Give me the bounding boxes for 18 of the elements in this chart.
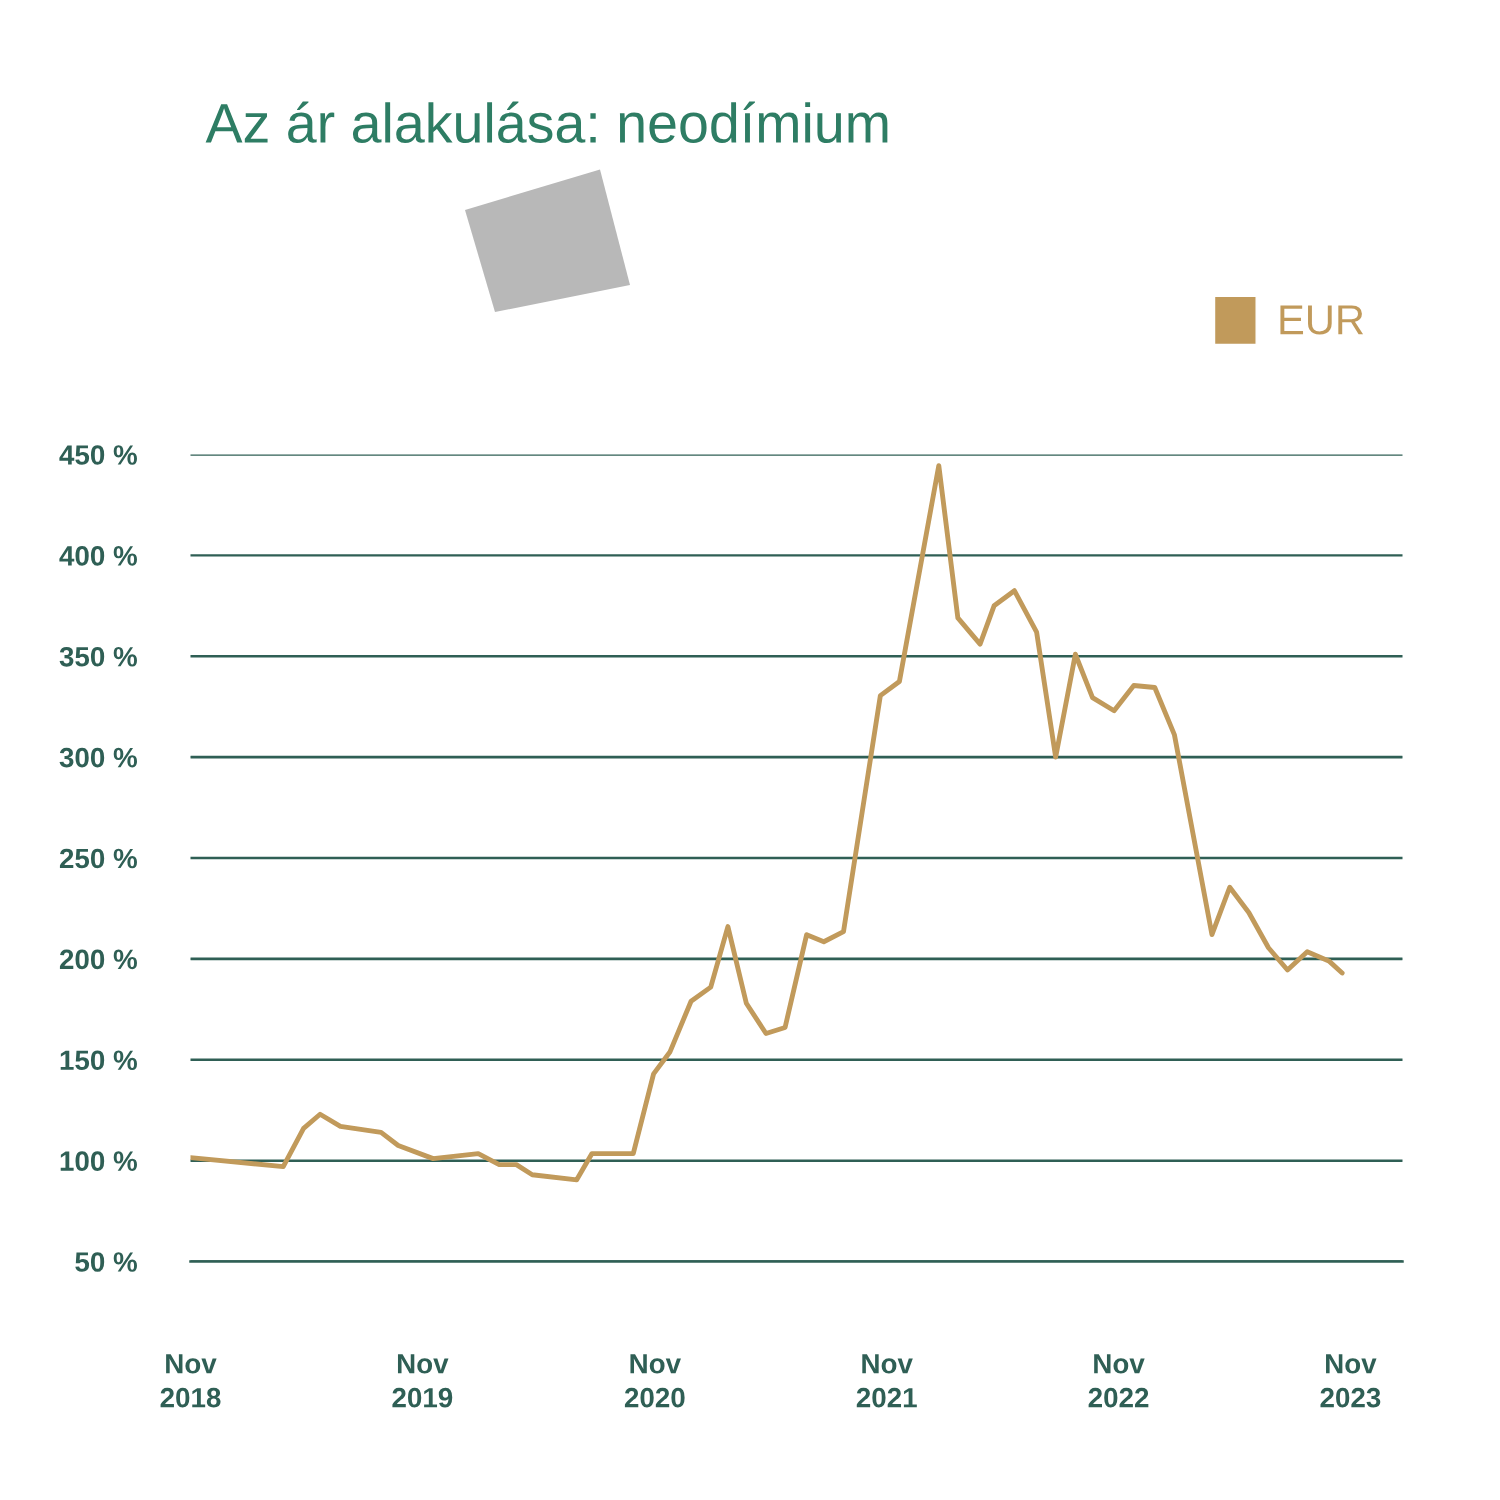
y-tick-label: 450 % — [59, 445, 137, 465]
y-tick-label: 100 % — [60, 1151, 137, 1171]
x-tick-label: Nov 2021 — [856, 1354, 917, 1408]
y-tick-label: 400 % — [59, 546, 137, 566]
x-tick-label: Nov 2020 — [624, 1354, 685, 1408]
legend-label: EUR — [1280, 305, 1364, 335]
chart-title: Az ár alakulása: neodímium — [205, 101, 888, 144]
y-tick-label: 150 % — [60, 1050, 137, 1071]
x-tick-label: Nov 2022 — [1088, 1354, 1149, 1408]
y-tick-label: 250 % — [59, 848, 137, 869]
y-tick-label: 350 % — [59, 646, 137, 667]
x-tick-label: Nov 2023 — [1320, 1354, 1381, 1408]
y-tick-label: 200 % — [59, 949, 137, 970]
line-series — [190, 463, 1345, 1183]
x-tick-label: Nov 2019 — [392, 1354, 453, 1408]
y-tick-label: 300 % — [59, 747, 137, 768]
x-tick-label: Nov 2018 — [160, 1354, 221, 1408]
y-tick-label: 50 % — [75, 1252, 137, 1272]
